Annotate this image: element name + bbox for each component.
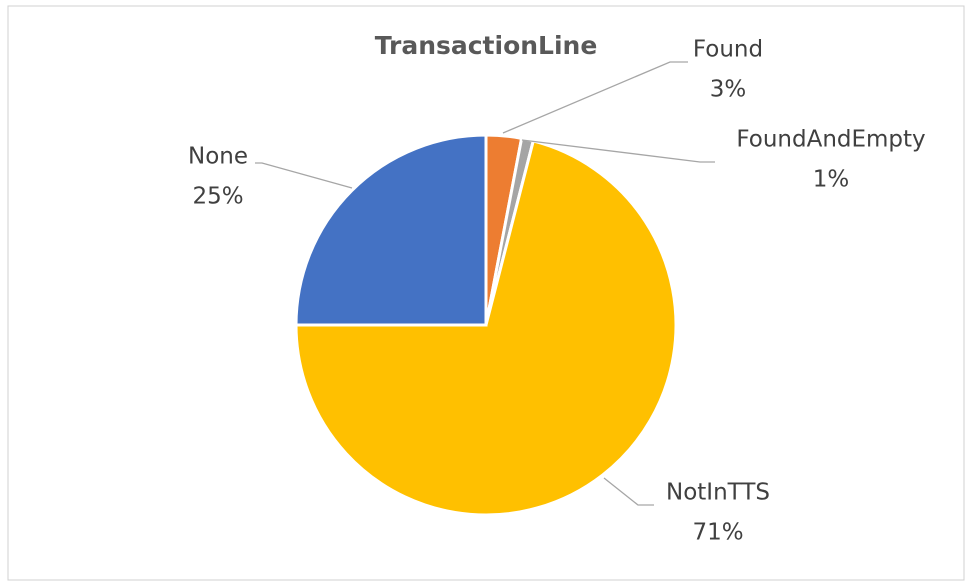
value-label: 25% (192, 184, 243, 210)
category-label: Found (693, 37, 763, 63)
category-label: None (188, 144, 248, 170)
category-label: NotInTTS (666, 480, 770, 506)
value-label: 71% (692, 520, 743, 546)
leader-line (603, 477, 654, 506)
category-label: FoundAndEmpty (736, 127, 925, 153)
leader-line (502, 61, 688, 134)
chart-title: TransactionLine (375, 31, 598, 60)
pie-slice (294, 133, 488, 327)
pie-slice (294, 139, 678, 517)
leader-line (255, 162, 353, 189)
value-label: 3% (710, 77, 747, 103)
value-label: 1% (813, 167, 850, 193)
leader-line (521, 139, 715, 163)
